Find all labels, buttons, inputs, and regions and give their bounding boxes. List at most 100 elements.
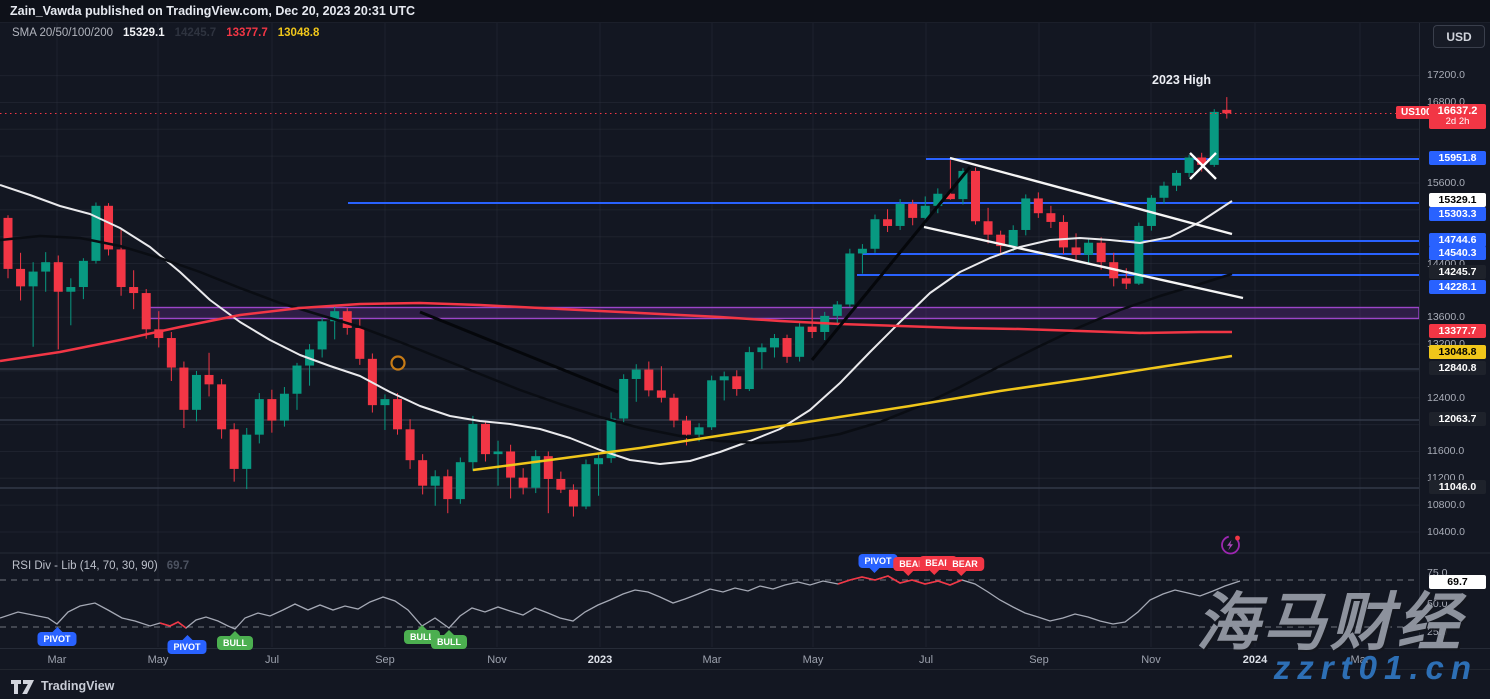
candle-body — [41, 262, 51, 272]
candle-body — [1209, 111, 1219, 165]
rsi-indicator-legend[interactable]: RSI Div - Lib (14, 70, 30, 90) 69.7 — [12, 560, 189, 572]
rsi-line — [0, 575, 1241, 630]
candle-body — [732, 376, 742, 390]
candle-body — [468, 423, 478, 463]
candle-body — [166, 338, 176, 368]
candle-body — [141, 293, 151, 330]
symbol-tag: US100 — [1396, 106, 1437, 119]
candle-body — [581, 464, 591, 507]
candle-body — [279, 393, 289, 421]
boost-flash-icon[interactable] — [1219, 533, 1243, 557]
candle-body — [1197, 157, 1207, 165]
candle-body — [330, 311, 340, 322]
price-level-label: 13377.7 — [1429, 324, 1486, 338]
candle-body — [832, 304, 842, 316]
candle-body — [594, 458, 604, 465]
candle-body — [996, 234, 1006, 247]
candle-body — [393, 399, 403, 430]
price-tick: 11600.0 — [1427, 445, 1465, 457]
candle-body — [682, 420, 692, 435]
publication-title: Zain_Vawda published on TradingView.com,… — [10, 4, 415, 18]
currency-toggle-button[interactable]: USD — [1433, 25, 1485, 48]
candle-body — [3, 217, 13, 269]
candle-body — [694, 427, 704, 435]
rsi-marker-bull[interactable]: BULL — [217, 636, 253, 650]
white-channel-line — [923, 225, 1244, 300]
rsi-marker-bull[interactable]: BULL — [431, 635, 467, 649]
candle-body — [292, 365, 302, 394]
candle-body — [606, 418, 616, 459]
candle-body — [895, 203, 905, 226]
time-label-Nov: Nov — [1141, 654, 1161, 666]
candle-body — [1222, 109, 1232, 114]
bar-countdown: 2d 2h — [1445, 116, 1470, 128]
white-channel-line — [949, 156, 1233, 236]
candle-body — [342, 311, 352, 328]
candle-body — [795, 326, 805, 357]
candle-body — [91, 205, 101, 261]
watermark-chinese: 海马财经 — [1196, 588, 1464, 658]
candle-body — [66, 287, 76, 292]
rsi-tick: 25.0 — [1427, 626, 1448, 638]
candle-body — [1121, 278, 1131, 284]
axis-separator — [1419, 22, 1420, 648]
candle-body — [1096, 242, 1106, 263]
rsi-marker-pivot[interactable]: PIVOT — [37, 632, 77, 646]
price-tick: 12400.0 — [1427, 392, 1465, 404]
price-level-label: 12063.7 — [1429, 412, 1486, 426]
price-level-label: 14540.3 — [1429, 246, 1486, 260]
2023-high-annotation: 2023 High — [1152, 73, 1212, 87]
time-label-Jul: Jul — [918, 654, 934, 666]
rsi-marker-pivot[interactable]: PIVOT — [167, 640, 207, 654]
rsi-legend-label: RSI Div - Lib (14, 70, 30, 90) — [12, 560, 158, 572]
rsi-marker-pivot[interactable]: PIVOT — [858, 554, 898, 568]
candle-body — [857, 248, 867, 254]
time-label-2023: 2023 — [587, 654, 613, 666]
time-label-Sep: Sep — [1029, 654, 1049, 666]
candle-body — [631, 369, 641, 379]
candle-body — [493, 451, 503, 455]
time-label-May: May — [802, 654, 824, 666]
flash-ring — [1221, 535, 1240, 555]
candle-body — [1058, 221, 1068, 248]
candle-body — [267, 399, 277, 421]
candle-body — [1033, 198, 1043, 214]
rsi-tick: 50.0 — [1427, 598, 1448, 610]
candle-body — [53, 262, 63, 292]
black-trendline — [419, 310, 619, 394]
candle-body — [430, 476, 440, 486]
candle-body — [945, 193, 955, 200]
candle-body — [644, 369, 654, 391]
sma-indicator-legend[interactable]: SMA 20/50/100/200 15329.1 14245.7 13377.… — [12, 27, 319, 39]
time-axis[interactable]: Mar May Jul Sep Nov 2023 Mar May Jul Sep Nov 2024 Ma… — [0, 648, 1490, 670]
price-level-label: 14228.1 — [1429, 280, 1486, 294]
candle-body — [883, 219, 893, 226]
x-mark — [1189, 152, 1217, 180]
candle-body — [191, 374, 201, 410]
candle-body — [116, 249, 126, 288]
candle-body — [317, 321, 327, 350]
rsi-marker-bear[interactable]: BEAR — [946, 557, 984, 571]
candle-body — [1071, 247, 1081, 255]
lightning-bolt-icon — [1227, 540, 1233, 551]
candle-body — [971, 170, 981, 222]
candle-body — [480, 423, 490, 455]
time-label-Mar: Mar — [1350, 654, 1370, 666]
candle-body — [355, 327, 365, 359]
candle-body — [1172, 172, 1182, 186]
rsi-current-value: 69.7 — [166, 560, 190, 572]
sma50-value: 14245.7 — [174, 27, 217, 39]
candle-body — [1159, 185, 1169, 198]
rsi-value-label: 69.7 — [1429, 575, 1486, 589]
candle-body — [619, 378, 629, 419]
time-label-Mar: Mar — [47, 654, 67, 666]
sma200-line — [472, 354, 1233, 472]
candle-body — [104, 205, 114, 250]
candle-body — [920, 205, 930, 218]
tradingview-brand-link[interactable]: TradingView — [10, 677, 114, 695]
candle-body — [405, 429, 415, 461]
current-price-label: 16637.2 2d 2h — [1429, 104, 1486, 129]
candle-body — [455, 462, 465, 500]
